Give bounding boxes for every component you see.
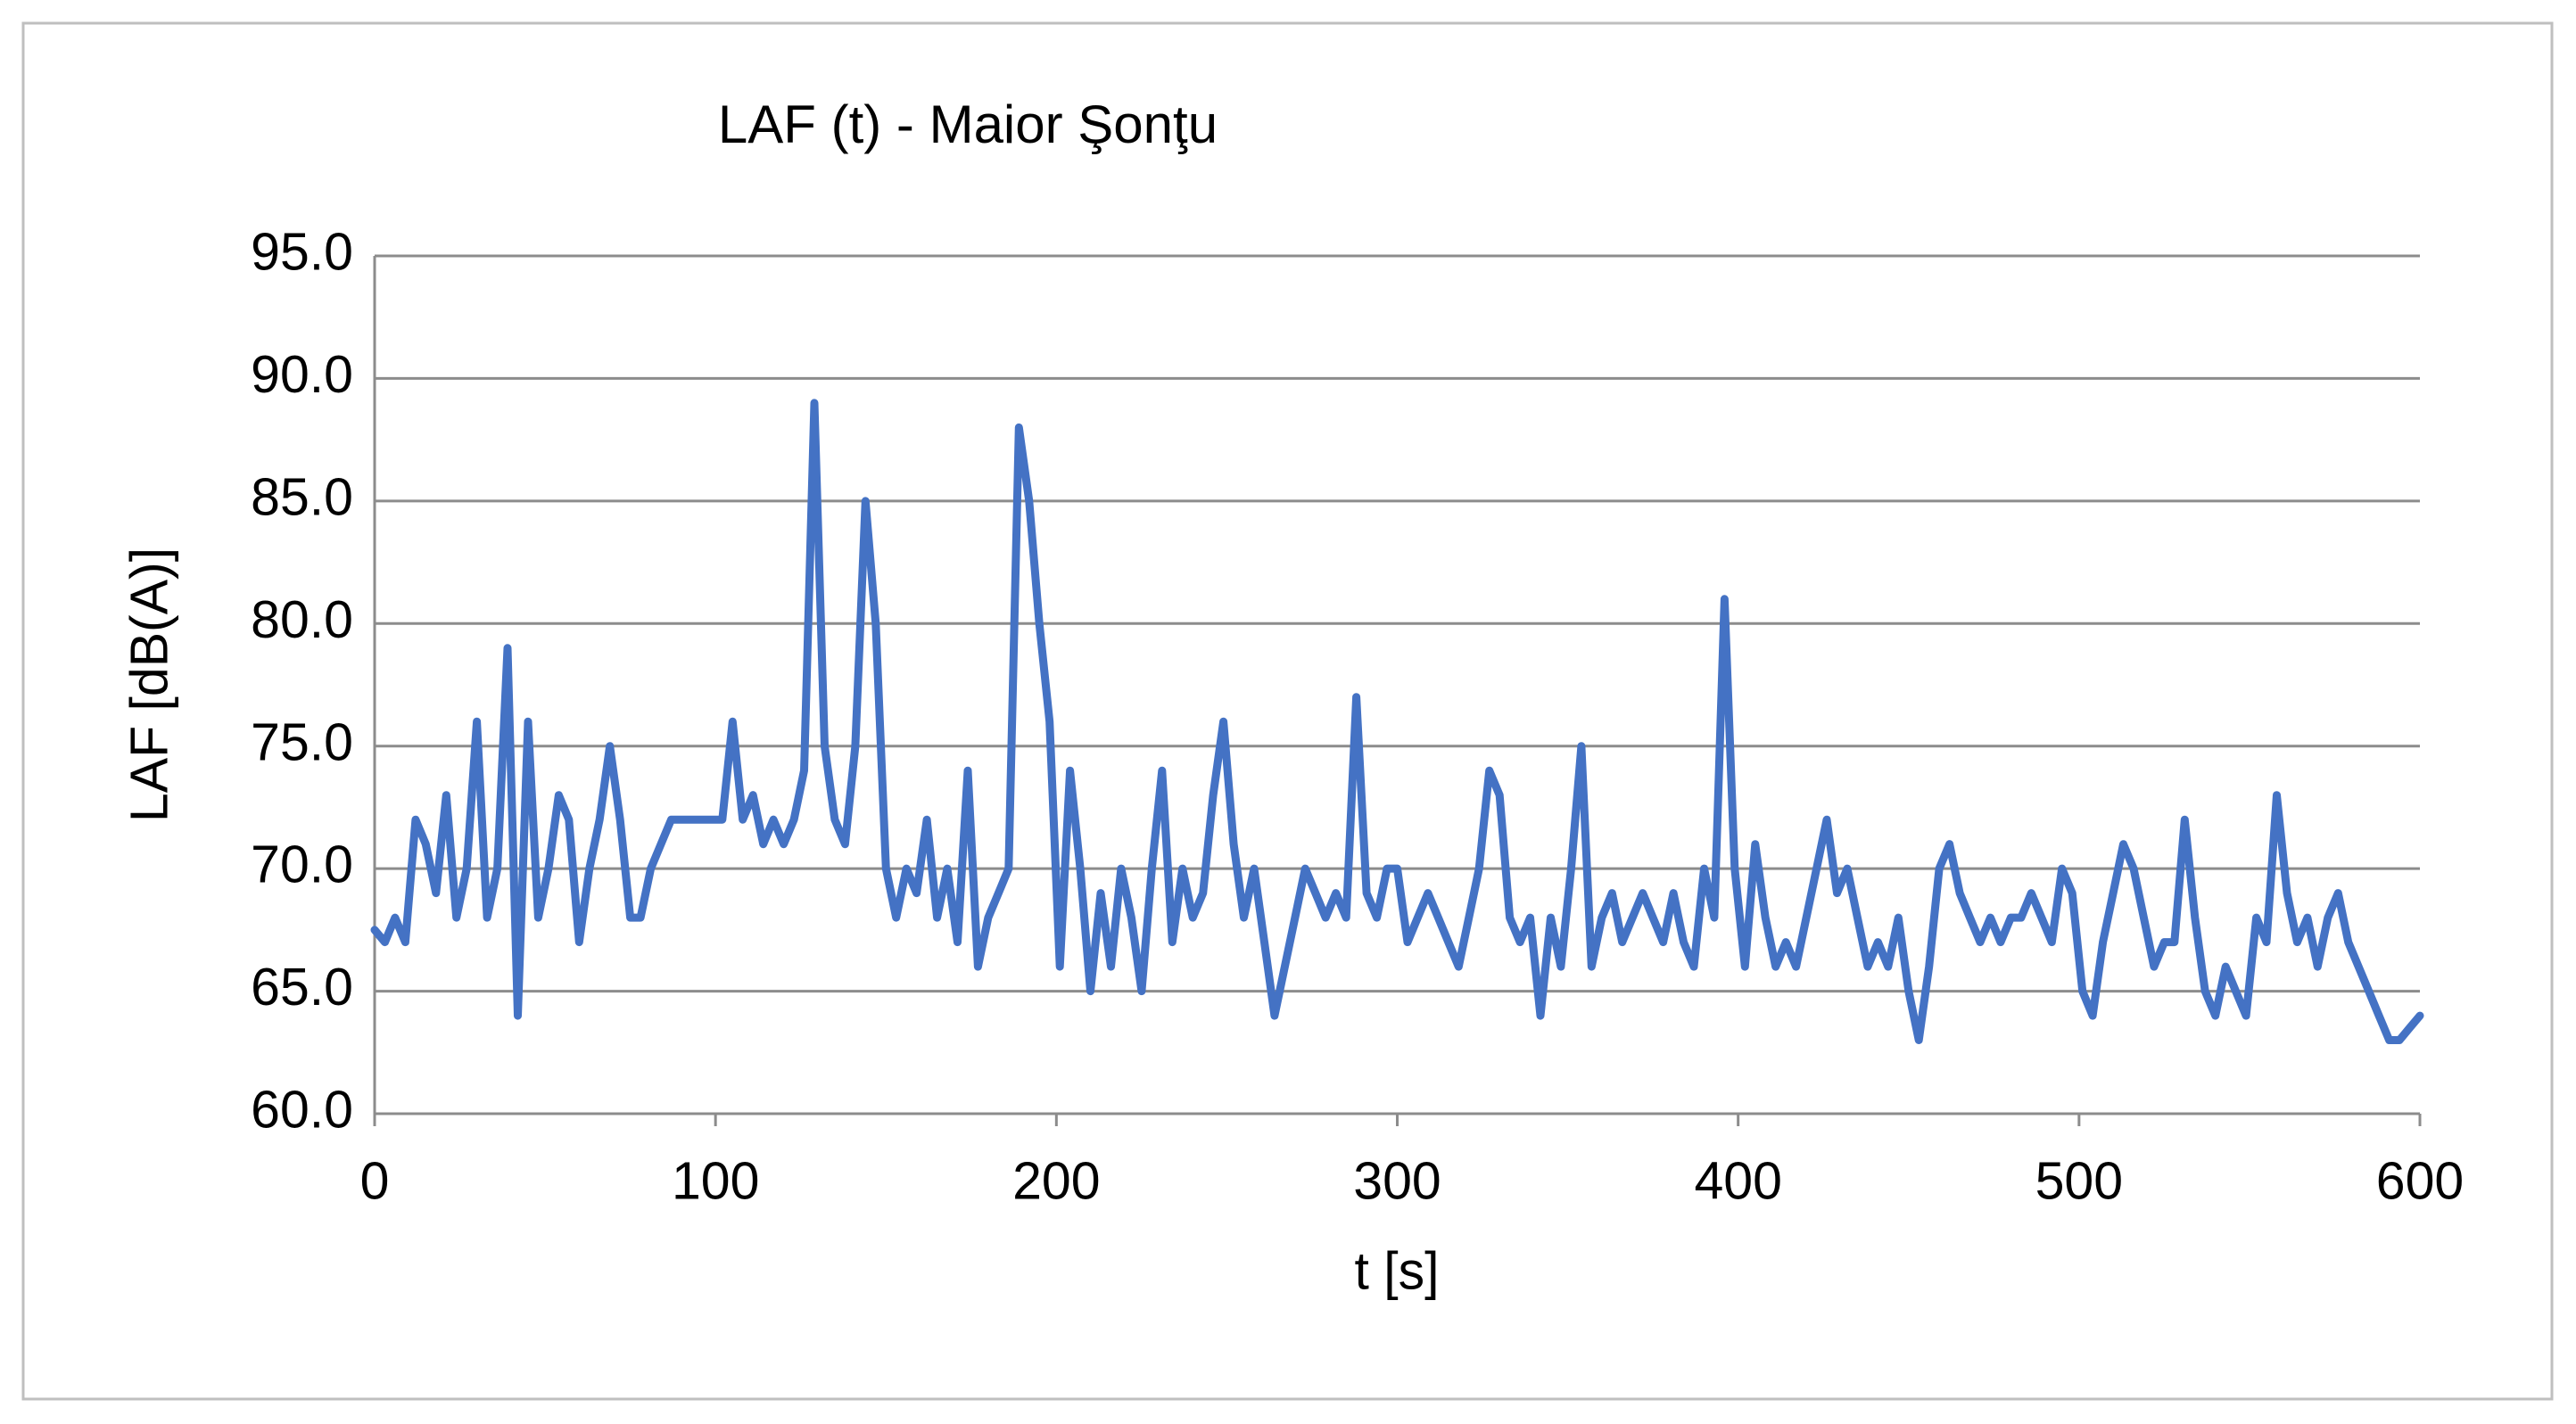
x-axis-label: t [s] — [1354, 1242, 1439, 1301]
y-tick-label: 90.0 — [251, 345, 353, 404]
y-tick-label: 95.0 — [251, 223, 353, 282]
x-tick-label: 200 — [1012, 1152, 1100, 1211]
y-tick-label: 65.0 — [251, 958, 353, 1017]
y-tick-label: 75.0 — [251, 712, 353, 771]
data-line — [370, 399, 2424, 1044]
y-axis-label: LAF [dB(A)] — [120, 547, 179, 822]
x-tick-label: 400 — [1694, 1152, 1781, 1211]
x-tick-label: 500 — [2035, 1152, 2123, 1211]
x-tick-label: 600 — [2376, 1152, 2464, 1211]
y-tick-label: 70.0 — [251, 835, 353, 894]
chart-title: LAF (t) - Maior Şonţu — [718, 95, 1218, 154]
y-tick-label: 80.0 — [251, 590, 353, 649]
y-tick-label: 85.0 — [251, 467, 353, 526]
x-tick-label: 0 — [360, 1152, 390, 1211]
y-tick-label: 60.0 — [251, 1081, 353, 1140]
chart-border — [21, 21, 2554, 1401]
x-tick-label: 300 — [1353, 1152, 1441, 1211]
x-tick-label: 100 — [672, 1152, 759, 1211]
